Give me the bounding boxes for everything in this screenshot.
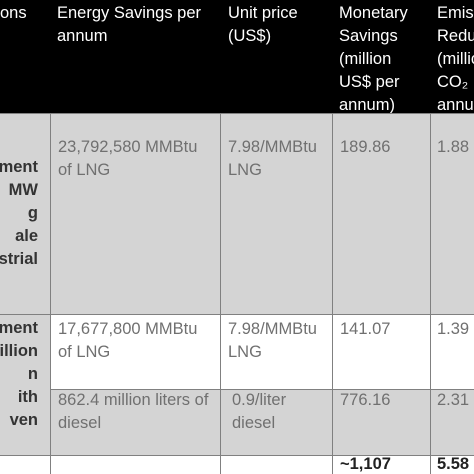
row1-energy-value: 23,792,580 MMBtu of LNG xyxy=(58,138,198,179)
total-emission-value: 5.58 xyxy=(437,456,470,473)
row2-energy-value: 17,677,800 MMBtu of LNG xyxy=(58,320,198,361)
row2-energy: 17,677,800 MMBtu of LNG xyxy=(50,315,220,389)
row2-monetary-value: 141.07 xyxy=(340,320,391,338)
header-measure-label: ons xyxy=(0,4,27,22)
header-monetary: Monetary Savings (million US$ per annum) xyxy=(332,0,430,113)
row3-monetary: 776.16 xyxy=(332,390,430,455)
row-divider xyxy=(0,314,474,315)
total-emission: 5.58 xyxy=(430,456,474,474)
row3-energy-value: 862.4 million liters of diesel xyxy=(58,391,209,432)
row3-emission: 2.31 xyxy=(430,390,474,455)
column-divider xyxy=(430,114,431,474)
header-measure: ons xyxy=(0,0,50,113)
row1-unit-price: 7.98/MMBtu LNG xyxy=(220,114,332,314)
column-divider xyxy=(332,114,333,474)
column-divider xyxy=(220,114,221,474)
table-row xyxy=(50,315,474,389)
row2-measure: ment illion n ith ven xyxy=(0,315,50,455)
row2-emission: 1.39 xyxy=(430,315,474,389)
row1-emission: 1.88 xyxy=(430,114,474,314)
row-divider xyxy=(50,389,474,390)
row3-unit-price: 0.9/liter diesel xyxy=(220,390,332,455)
row2-emission-value: 1.39 xyxy=(437,320,470,338)
row3-unit-price-value: 0.9/liter diesel xyxy=(232,391,287,432)
total-monetary: ~1,107 xyxy=(332,456,430,474)
header-energy-label: Energy Savings per annum xyxy=(57,4,201,45)
row1-unit-price-value: 7.98/MMBtu LNG xyxy=(228,138,317,179)
totals-row xyxy=(0,456,474,474)
row1-measure-label: ment MW g ale strial xyxy=(0,158,38,268)
row1-monetary-value: 189.86 xyxy=(340,138,391,156)
header-monetary-label: Monetary Savings (million US$ per annum) xyxy=(339,4,408,113)
total-monetary-value: ~1,107 xyxy=(340,456,391,473)
row2-unit-price: 7.98/MMBtu LNG xyxy=(220,315,332,389)
row2-unit-price-value: 7.98/MMBtu LNG xyxy=(228,320,317,361)
table-row xyxy=(0,114,474,314)
table-row xyxy=(50,390,474,455)
row1-energy: 23,792,580 MMBtu of LNG xyxy=(50,114,220,314)
row2-measure-label: ment illion n ith ven xyxy=(0,319,38,429)
header-energy: Energy Savings per annum xyxy=(50,0,220,113)
row1-emission-value: 1.88 xyxy=(437,138,470,156)
row-divider xyxy=(0,455,474,456)
row1-measure: ment MW g ale strial xyxy=(0,114,50,314)
header-emission-label: Emis Redu (millio CO₂ annu xyxy=(437,4,474,113)
header-unit-price-label: Unit price (US$) xyxy=(228,4,298,45)
header-unit-price: Unit price (US$) xyxy=(220,0,332,113)
header-emission: Emis Redu (millio CO₂ annu xyxy=(430,0,474,113)
row1-monetary: 189.86 xyxy=(332,114,430,314)
row-divider xyxy=(0,113,474,114)
row2-monetary: 141.07 xyxy=(332,315,430,389)
row3-emission-value: 2.31 xyxy=(437,391,470,409)
row3-monetary-value: 776.16 xyxy=(340,391,391,409)
header-row xyxy=(0,0,474,113)
column-divider xyxy=(50,114,51,474)
row3-energy: 862.4 million liters of diesel xyxy=(50,390,220,455)
